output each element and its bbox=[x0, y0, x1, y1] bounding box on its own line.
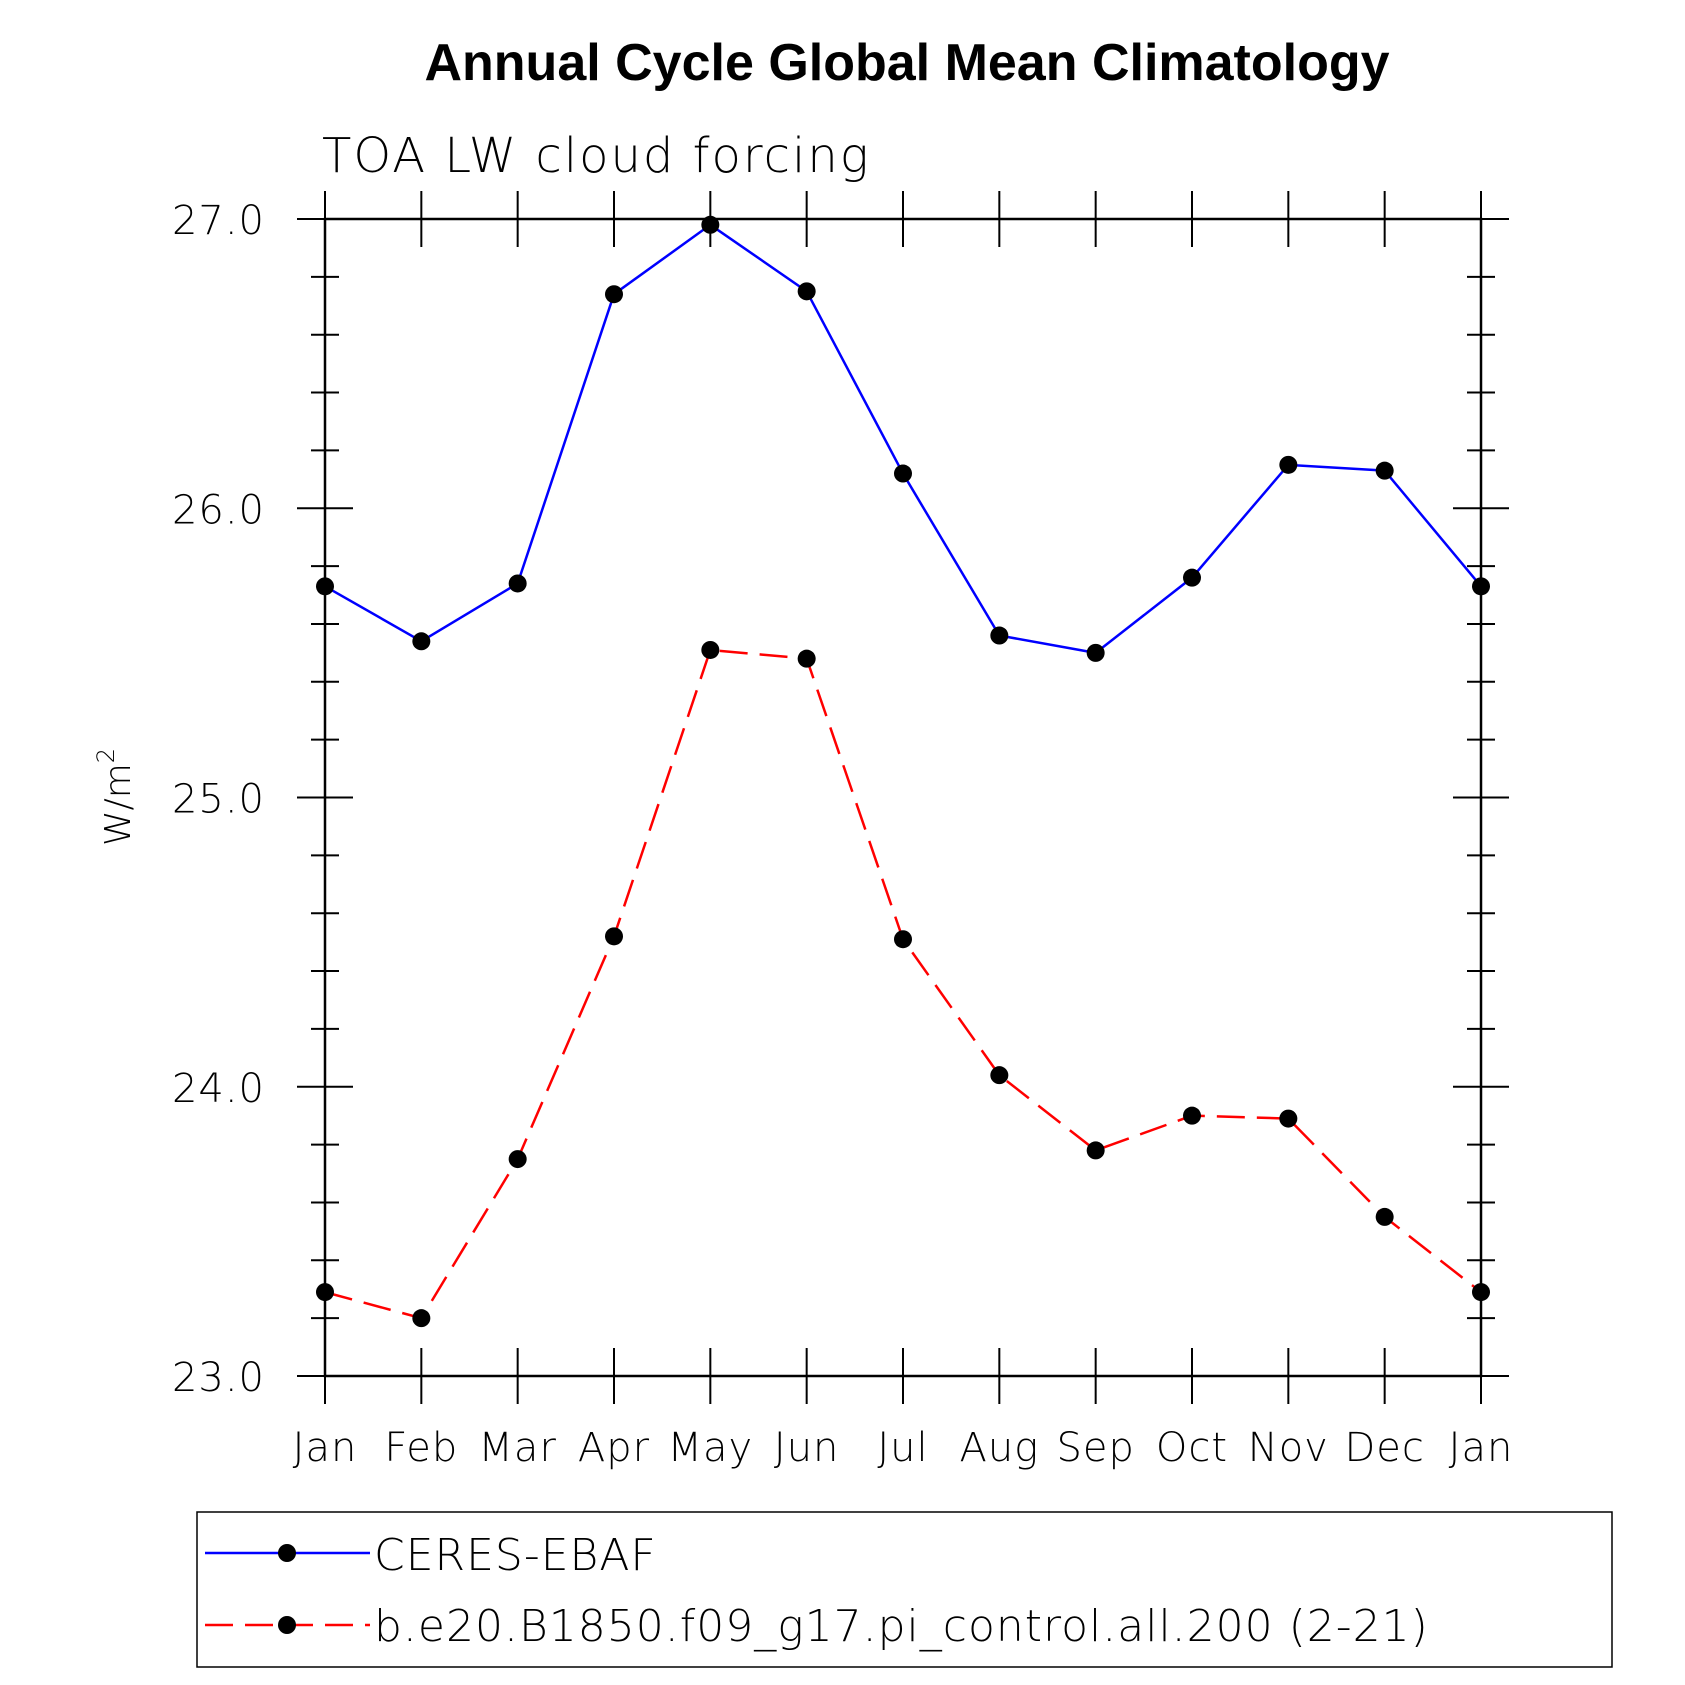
legend-marker-ceres-ebaf bbox=[278, 1544, 296, 1562]
x-tick-label: Aug bbox=[959, 1425, 1039, 1471]
series-1-point bbox=[605, 927, 623, 946]
series-0-point bbox=[1375, 461, 1394, 480]
x-tick-label: Feb bbox=[384, 1425, 458, 1471]
series-1-point bbox=[990, 1066, 1009, 1085]
series-0-point bbox=[1086, 643, 1105, 662]
y-tick-label: 24.0 bbox=[172, 1066, 265, 1112]
x-tick-label: Oct bbox=[1156, 1425, 1228, 1471]
y-axis-label-text: W/m bbox=[98, 763, 139, 846]
x-tick-label: Jun bbox=[774, 1425, 840, 1471]
x-tick-label: Nov bbox=[1248, 1425, 1329, 1471]
x-tick-labels: Jan Feb Mar Apr May Jun Jul Aug Sep Oct Nov Dec Jan bbox=[293, 1425, 1514, 1471]
series-1-point bbox=[1086, 1141, 1105, 1160]
x-tick-label: Dec bbox=[1344, 1425, 1424, 1471]
series-1-point bbox=[412, 1309, 431, 1328]
y-tick-labels: 23.0 24.0 25.0 26.0 27.0 bbox=[172, 198, 265, 1401]
legend-label-model: b.e20.B1850.f09_g17.pi_control.all.200 (… bbox=[374, 1601, 1429, 1652]
y-tick-label: 27.0 bbox=[172, 198, 265, 244]
series-line-0 bbox=[324, 223, 1482, 655]
x-tick-label: May bbox=[667, 1425, 753, 1471]
legend: CERES-EBAF b.e20.B1850.f09_g17.pi_contro… bbox=[196, 1511, 1613, 1668]
series-0-point bbox=[1279, 455, 1298, 474]
y-tick-label: 26.0 bbox=[172, 487, 265, 533]
series-markers bbox=[316, 215, 1490, 1328]
chart-subtitle: TOA LW cloud forcing bbox=[322, 128, 871, 184]
series-1-point bbox=[701, 640, 720, 659]
series-1-point bbox=[797, 649, 816, 668]
series-0-point bbox=[701, 215, 720, 234]
x-tick-label: Jan bbox=[293, 1425, 358, 1471]
series-0-point bbox=[508, 574, 527, 593]
series-0-point bbox=[412, 632, 431, 651]
y-tick-label: 25.0 bbox=[172, 777, 265, 823]
series-1-point bbox=[1279, 1109, 1298, 1128]
series-0-point bbox=[894, 464, 912, 483]
legend-marker-model bbox=[278, 1616, 296, 1634]
x-tick-label: Mar bbox=[478, 1425, 556, 1471]
series-0-point bbox=[797, 282, 816, 301]
y-axis-label: W/m2 bbox=[92, 748, 139, 846]
legend-box bbox=[196, 1511, 1613, 1668]
svg-text:W/m2: W/m2 bbox=[92, 748, 139, 846]
legend-label-ceres-ebaf: CERES-EBAF bbox=[374, 1530, 657, 1581]
series-line-1 bbox=[324, 648, 1482, 1320]
y-axis-label-superscript: 2 bbox=[92, 748, 120, 763]
series-1-point bbox=[508, 1150, 527, 1169]
series-1-point bbox=[1183, 1106, 1201, 1125]
series-0-point bbox=[605, 285, 623, 304]
plot-frame bbox=[323, 217, 1483, 1378]
x-tick-label: Sep bbox=[1056, 1425, 1134, 1471]
x-tick-label: Apr bbox=[578, 1425, 650, 1471]
series-lines bbox=[324, 223, 1482, 1320]
y-tick-label: 23.0 bbox=[172, 1355, 265, 1401]
series-1-point bbox=[1375, 1207, 1394, 1226]
series-0-point bbox=[1183, 568, 1201, 587]
series-0-point bbox=[990, 626, 1009, 645]
chart-title: Annual Cycle Global Mean Climatology bbox=[424, 34, 1389, 92]
x-tick-label: Jul bbox=[877, 1425, 928, 1471]
series-1-point bbox=[894, 930, 912, 949]
x-tick-label: Jan bbox=[1449, 1425, 1514, 1471]
